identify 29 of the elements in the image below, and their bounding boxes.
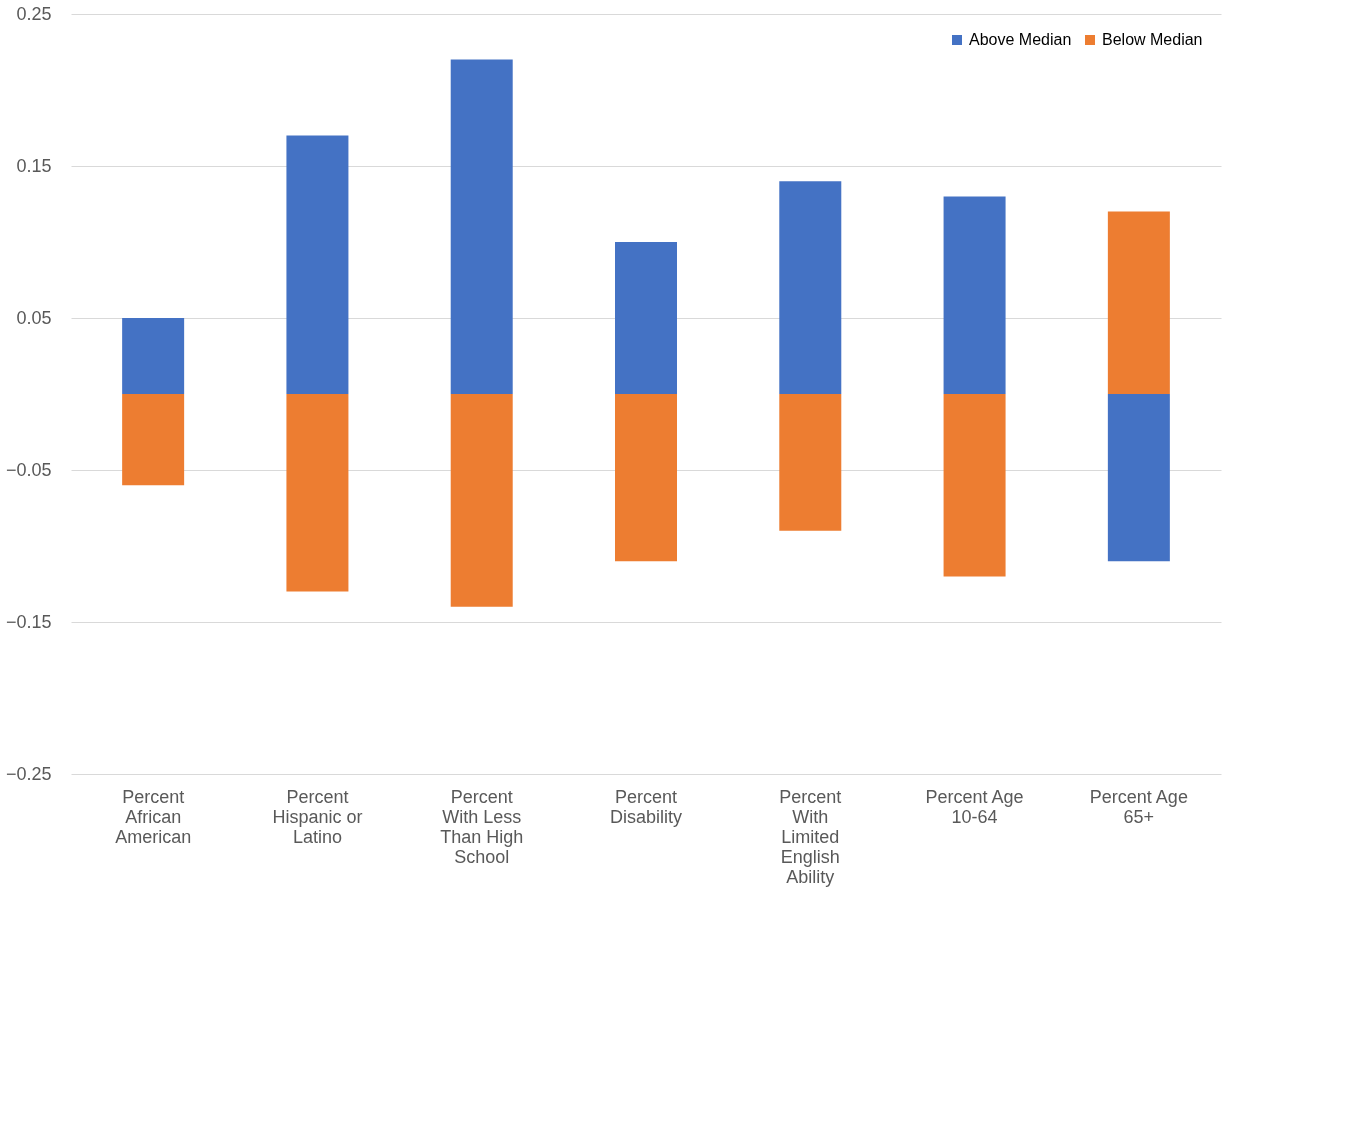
bar: [943, 394, 1006, 577]
bar: [286, 135, 349, 394]
x-tick-label: Percent Age 10-64: [925, 786, 1024, 827]
bar: [1107, 394, 1170, 562]
bar: [943, 196, 1006, 394]
x-tick-label: Percent With Limited English Ability: [779, 786, 842, 887]
bar: [615, 242, 677, 394]
y-tick-label: 0.05: [16, 307, 52, 328]
x-tick-label: Percent Age 65+: [1089, 786, 1188, 827]
legend-label: Below Median: [1102, 31, 1203, 48]
x-tick-label: Percent African American: [115, 786, 192, 847]
x-tick-label: Percent Hispanic or Latino: [272, 786, 363, 847]
bar: [122, 318, 185, 394]
bar: [122, 394, 185, 486]
y-tick-label: 0.15: [16, 155, 52, 176]
legend-label: Above Median: [969, 31, 1072, 48]
x-tick-label: Percent With Less Than High School: [440, 786, 524, 867]
bar: [779, 394, 842, 531]
x-tick-label: Percent Disability: [609, 786, 683, 827]
bar: [615, 394, 677, 562]
y-tick-label: −0.05: [5, 459, 52, 480]
y-tick-label: −0.15: [5, 611, 52, 632]
bar: [779, 181, 842, 394]
y-tick-label: 0.25: [16, 3, 52, 24]
bar: [1107, 211, 1170, 394]
y-tick-label: −0.25: [5, 763, 52, 784]
bar: [450, 394, 513, 607]
bar: [286, 394, 349, 592]
bar: [450, 59, 513, 394]
